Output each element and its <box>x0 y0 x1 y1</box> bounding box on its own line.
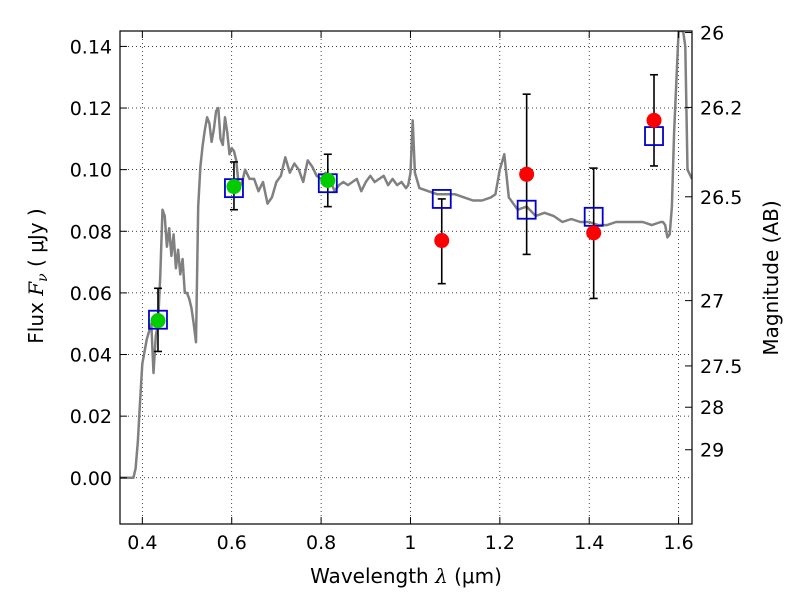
y-tick-label: 0.14 <box>70 36 112 58</box>
x-tick-label: 1 <box>404 532 416 554</box>
y2-tick-label: 27 <box>700 291 724 313</box>
x-tick-label: 1.2 <box>485 532 515 554</box>
x-tick-label: 0.6 <box>217 532 247 554</box>
observed-photometry-point <box>320 172 336 188</box>
y2-tick-label: 28 <box>700 397 724 419</box>
observed-photometry-point <box>434 233 450 249</box>
y-tick-label: 0.00 <box>70 468 112 490</box>
y-tick-label: 0.06 <box>70 283 112 305</box>
y-tick-label: 0.12 <box>70 98 112 120</box>
error-bars <box>153 73 659 353</box>
model-photometry-square <box>516 199 537 220</box>
y-tick-label: 0.04 <box>70 345 112 367</box>
model-spectrum <box>120 31 692 480</box>
x-axis-label: Wavelength λ (μm) <box>310 564 502 588</box>
x-tick-label: 1.6 <box>663 532 693 554</box>
y2-tick-label: 26.5 <box>700 187 742 209</box>
axis-ticks: 0.4 0.6 0.8 1 1.2 1.4 1.6 0.00 0.02 0.04 0.06 0.08 0… <box>70 23 743 554</box>
y-axis-label: Flux Fν ( μJy ) <box>24 208 51 343</box>
grid-lines <box>120 31 692 524</box>
observed-photometry-point <box>150 313 166 329</box>
x-tick-label: 0.8 <box>306 532 336 554</box>
data-markers <box>148 112 664 330</box>
y2-axis-label: Magnitude (AB) <box>759 200 783 355</box>
observed-photometry-point <box>646 112 662 128</box>
model-photometry-square <box>431 189 452 209</box>
x-tick-label: 0.4 <box>127 532 157 554</box>
plot-frame <box>119 30 693 525</box>
observed-photometry-point <box>519 166 535 182</box>
y2-tick-label: 27.5 <box>700 356 742 378</box>
observed-photometry-point <box>586 225 602 241</box>
y-tick-label: 0.08 <box>70 221 112 243</box>
model-photometry-square <box>148 309 168 330</box>
y2-tick-label: 26.2 <box>700 97 742 119</box>
y-tick-label: 0.02 <box>70 406 112 428</box>
observed-photometry-point <box>226 179 242 195</box>
y2-tick-label: 29 <box>700 440 724 462</box>
y-tick-label: 0.10 <box>70 160 112 182</box>
y2-tick-label: 26 <box>700 23 724 45</box>
spectrum-line <box>120 31 692 480</box>
x-tick-label: 1.4 <box>574 532 604 554</box>
